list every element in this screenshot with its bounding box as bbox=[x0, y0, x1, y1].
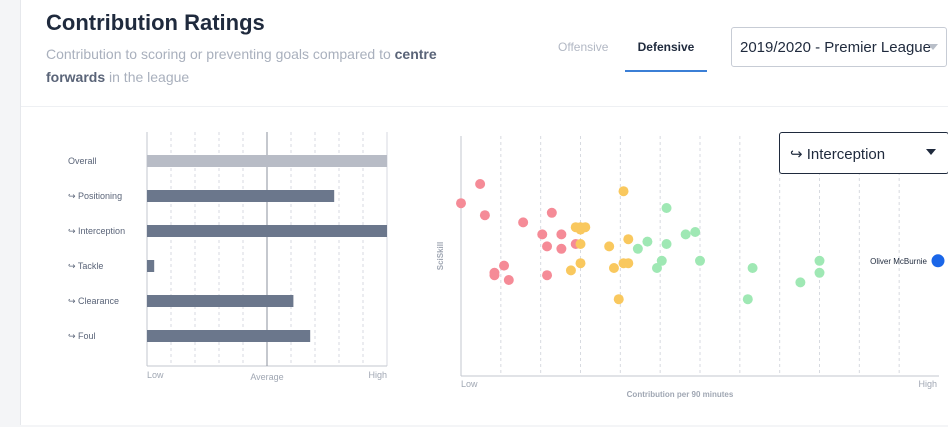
scatter-point-red bbox=[475, 179, 486, 189]
scatter-point-green bbox=[747, 263, 758, 273]
scatter-y-label: SciSkill bbox=[436, 242, 445, 270]
rating-bar bbox=[147, 260, 155, 272]
scatter-point-red bbox=[499, 260, 510, 271]
scatter-point-orange bbox=[613, 294, 624, 305]
contribution-ratings-card: Contribution Ratings Contribution to sco… bbox=[20, 0, 948, 425]
bar-scale-average: Average bbox=[250, 372, 283, 382]
scatter-metric-select[interactable]: ↪ Interception bbox=[779, 132, 948, 174]
scatter-point-green bbox=[690, 227, 701, 237]
scatter-point-red bbox=[518, 217, 529, 228]
page-subtitle: Contribution to scoring or preventing go… bbox=[46, 43, 446, 89]
scatter-point-red bbox=[503, 275, 514, 285]
bar-category-label: ↪ Clearance bbox=[68, 296, 119, 306]
scatter-point-green bbox=[695, 255, 705, 266]
scatter-x-tick-high: High bbox=[918, 379, 937, 389]
scatter-point-red bbox=[556, 243, 567, 254]
scatter-point-red bbox=[542, 241, 553, 252]
scatter-point-green bbox=[651, 263, 662, 273]
scatter-point-red bbox=[546, 207, 557, 218]
scatter-point-green bbox=[814, 255, 825, 266]
scatter-point-orange bbox=[575, 258, 586, 269]
subtitle-bold: centre forwards bbox=[46, 46, 437, 85]
chevron-down-icon bbox=[926, 149, 936, 155]
page-title: Contribution Ratings bbox=[46, 10, 265, 35]
rating-bar bbox=[147, 295, 294, 307]
scatter-point-orange bbox=[604, 241, 615, 252]
scatter-point-green bbox=[656, 255, 667, 266]
scatter-point-green bbox=[661, 203, 672, 213]
scatter-point-red bbox=[456, 198, 466, 209]
chevron-down-icon bbox=[928, 44, 938, 50]
subtitle-text: Contribution to scoring or preventing go… bbox=[46, 46, 391, 62]
scatter-point-orange bbox=[623, 258, 634, 269]
scatter-point-green bbox=[661, 239, 672, 249]
ratings-bar-chart: Overall ↪ Positioning ↪ Interception ↪ Tack… bbox=[68, 132, 388, 382]
scatter-point-red bbox=[537, 229, 548, 240]
card-header: Contribution Ratings Contribution to sco… bbox=[21, 0, 948, 107]
scatter-x-label: Contribution per 90 minutes bbox=[627, 390, 734, 399]
season-select[interactable]: 2019/2020 - Premier League bbox=[731, 27, 947, 67]
scatter-point-orange bbox=[618, 186, 629, 197]
bar-scale-low: Low bbox=[147, 370, 164, 380]
rating-bar bbox=[147, 190, 335, 202]
highlight-player-point bbox=[931, 254, 945, 268]
scatter-metric-value: ↪ Interception bbox=[790, 146, 886, 163]
bar-category-label: Overall bbox=[68, 156, 97, 166]
scatter-point-green bbox=[642, 236, 653, 247]
scatter-point-red bbox=[556, 229, 567, 240]
bar-scale-high: High bbox=[368, 370, 387, 380]
subtitle-tail: in the league bbox=[109, 69, 190, 85]
scatter-point-orange bbox=[575, 239, 586, 249]
scatter-point-green bbox=[632, 243, 643, 254]
scatter-point-green bbox=[680, 229, 691, 240]
tab-offensive[interactable]: Offensive bbox=[558, 40, 609, 54]
rating-bar bbox=[147, 155, 387, 167]
scatter-point-green bbox=[795, 277, 806, 288]
rating-bar bbox=[147, 225, 387, 237]
bar-category-label: ↪ Foul bbox=[68, 331, 96, 341]
scatter-x-tick-low: Low bbox=[461, 379, 478, 389]
tab-defensive[interactable]: Defensive bbox=[625, 40, 707, 72]
bar-category-label: ↪ Tackle bbox=[68, 261, 103, 271]
contribution-scatter-chart: SciSkill Contribution per 90 minutes Low Hi… bbox=[436, 136, 945, 399]
scatter-point-orange bbox=[608, 263, 619, 273]
scatter-point-red bbox=[489, 267, 500, 278]
scatter-point-green bbox=[814, 267, 825, 278]
season-select-value: 2019/2020 - Premier League bbox=[740, 39, 931, 56]
highlight-player-label: Oliver McBurnie bbox=[870, 257, 927, 266]
rating-bar bbox=[147, 330, 311, 342]
scatter-point-orange bbox=[623, 234, 634, 245]
scatter-point-orange bbox=[565, 265, 576, 276]
scatter-point-orange bbox=[580, 222, 591, 233]
scatter-point-red bbox=[479, 210, 490, 221]
bar-category-label: ↪ Interception bbox=[68, 226, 125, 236]
bar-category-label: ↪ Positioning bbox=[68, 191, 122, 201]
scatter-point-orange bbox=[570, 222, 581, 233]
scatter-point-red bbox=[542, 270, 553, 281]
scatter-point-green bbox=[742, 294, 753, 305]
